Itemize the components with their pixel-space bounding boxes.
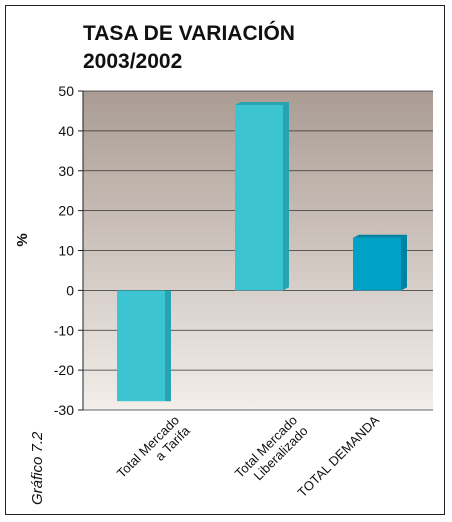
bar-top: [235, 101, 289, 105]
bar-face: [235, 104, 283, 291]
x-axis-labels: Total Mercadoa Tarifa Total MercadoLibera…: [114, 412, 383, 500]
bar-side: [283, 101, 289, 291]
y-tick-label: 30: [58, 163, 74, 179]
bar: [353, 234, 407, 291]
y-axis-label: %: [14, 233, 31, 246]
bar-top: [353, 234, 407, 238]
y-axis-ticks: 50 40 30 20 10 0 -10 -20 -30: [54, 83, 83, 418]
bar: [235, 101, 289, 291]
y-tick-label: 50: [58, 83, 74, 99]
figure-number-label: Gráfico 7.2: [29, 431, 46, 505]
chart-title-line-2: 2003/2002: [83, 50, 182, 73]
bar-side: [165, 290, 171, 402]
x-category-label: TOTAL DEMANDA: [295, 412, 383, 500]
x-category-label: Total Mercadoa Tarifa: [114, 412, 193, 491]
y-tick-label: -20: [54, 362, 74, 378]
bar-side: [401, 234, 407, 291]
y-tick-label: 20: [58, 203, 74, 219]
chart-title-line-1: TASA DE VARIACIÓN: [83, 21, 295, 45]
bar: [117, 290, 171, 402]
y-tick-label: -10: [54, 322, 74, 338]
y-tick-label: 0: [66, 282, 74, 298]
bar-face: [117, 290, 165, 402]
bars: [117, 101, 407, 402]
bar-face: [353, 237, 401, 291]
x-category-label: Total MercadoLiberalizado: [232, 413, 311, 492]
y-tick-label: -30: [54, 402, 74, 418]
y-tick-label: 40: [58, 123, 74, 139]
x-category-label-line: TOTAL DEMANDA: [295, 412, 383, 500]
figure-frame: [5, 5, 445, 515]
y-tick-label: 10: [58, 243, 74, 259]
